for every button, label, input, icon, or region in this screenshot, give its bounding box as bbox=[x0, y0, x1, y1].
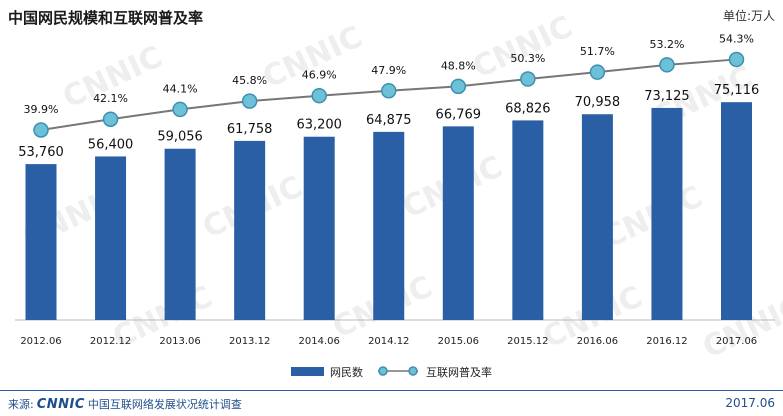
bar-value-label: 68,826 bbox=[505, 101, 551, 116]
bar-value-label: 70,958 bbox=[575, 95, 621, 110]
source-credit: 来源: CNNIC 中国互联网络发展状况统计调查 bbox=[8, 396, 242, 412]
source-prefix: 来源: bbox=[8, 398, 34, 411]
bar bbox=[95, 156, 127, 320]
x-tick-label: 2016.06 bbox=[577, 336, 618, 347]
rate-value-label: 46.9% bbox=[302, 69, 337, 82]
legend-bar-label: 网民数 bbox=[330, 366, 363, 379]
bar-value-label: 63,200 bbox=[296, 118, 342, 133]
bar bbox=[303, 136, 335, 320]
rate-value-label: 44.1% bbox=[163, 82, 198, 95]
rate-marker bbox=[450, 78, 467, 95]
chart-title: 中国网民规模和互联网普及率 bbox=[8, 9, 204, 27]
cnnic-logo: CNNIC bbox=[36, 397, 85, 412]
legend-marker bbox=[378, 366, 388, 376]
bar-value-label: 53,760 bbox=[18, 145, 64, 160]
rate-value-label: 54.3% bbox=[719, 32, 754, 45]
rate-marker bbox=[172, 101, 188, 118]
x-tick-label: 2015.12 bbox=[507, 336, 548, 347]
x-tick-label: 2013.06 bbox=[159, 336, 200, 347]
rate-value-label: 42.1% bbox=[93, 92, 128, 105]
rate-marker bbox=[241, 93, 258, 109]
legend-bar-swatch bbox=[291, 367, 324, 376]
x-tick-label: 2013.12 bbox=[229, 336, 270, 347]
rate-value-label: 39.9% bbox=[24, 103, 59, 116]
bar bbox=[25, 164, 57, 320]
bar bbox=[651, 107, 683, 320]
legend: 网民数 互联网普及率 bbox=[291, 365, 492, 379]
bar-value-labels: 53,760 56,400 59,056 61,758 63,200 64,875 66,7… bbox=[18, 83, 759, 160]
bar-value-label: 73,125 bbox=[644, 89, 690, 104]
bar bbox=[373, 131, 405, 320]
x-tick-label: 2014.06 bbox=[299, 336, 340, 347]
bar-value-label: 61,758 bbox=[227, 122, 273, 137]
bar bbox=[512, 120, 544, 320]
footer-date: 2017.06 bbox=[725, 396, 775, 410]
x-tick-label: 2016.12 bbox=[646, 336, 687, 347]
rate-marker bbox=[589, 64, 606, 80]
rate-marker bbox=[102, 111, 119, 127]
rate-marker bbox=[728, 51, 745, 68]
legend-marker bbox=[408, 366, 418, 376]
bar bbox=[442, 126, 474, 320]
x-tick-label: 2015.06 bbox=[438, 336, 479, 347]
bar bbox=[721, 102, 752, 320]
x-tick-label: 2012.06 bbox=[20, 336, 61, 347]
unit-label: 单位:万人 bbox=[722, 9, 775, 23]
bar-value-label: 59,056 bbox=[157, 130, 203, 145]
rate-marker bbox=[381, 83, 397, 99]
footer-divider bbox=[0, 390, 783, 391]
bar-value-label: 56,400 bbox=[88, 137, 134, 152]
x-tick-labels: 2012.06 2012.12 2013.06 2013.12 2014.06 2014.… bbox=[20, 336, 757, 347]
x-tick-label: 2014.12 bbox=[368, 336, 409, 347]
rate-marker bbox=[659, 57, 675, 73]
rate-value-label: 45.8% bbox=[232, 74, 267, 87]
bar bbox=[234, 140, 266, 320]
bar bbox=[581, 114, 613, 320]
x-tick-label: 2012.12 bbox=[90, 336, 131, 347]
rate-marker bbox=[33, 122, 49, 138]
rate-value-label: 50.3% bbox=[510, 52, 545, 65]
source-name: 中国互联网络发展状况统计调查 bbox=[87, 398, 242, 411]
rate-value-label: 51.7% bbox=[580, 45, 615, 58]
bar-value-label: 64,875 bbox=[366, 113, 412, 128]
legend-line-label: 互联网普及率 bbox=[426, 365, 492, 379]
rate-value-label: 47.9% bbox=[371, 64, 406, 77]
chart-area: 53,760 56,400 59,056 61,758 63,200 64,875 66,7… bbox=[15, 32, 775, 379]
bar-value-label: 75,116 bbox=[714, 83, 760, 98]
rate-marker bbox=[520, 71, 536, 87]
rate-value-labels: 39.9% 42.1% 44.1% 45.8% 46.9% 47.9% 48.8% 50.3%… bbox=[24, 32, 754, 116]
rate-value-label: 48.8% bbox=[441, 59, 476, 72]
bar bbox=[164, 148, 196, 320]
rate-marker bbox=[311, 87, 327, 104]
rate-value-label: 53.2% bbox=[649, 38, 684, 51]
x-tick-label: 2017.06 bbox=[716, 336, 757, 347]
bar-value-label: 66,769 bbox=[436, 107, 482, 122]
rate-markers bbox=[33, 51, 745, 138]
bar-series bbox=[25, 102, 752, 320]
